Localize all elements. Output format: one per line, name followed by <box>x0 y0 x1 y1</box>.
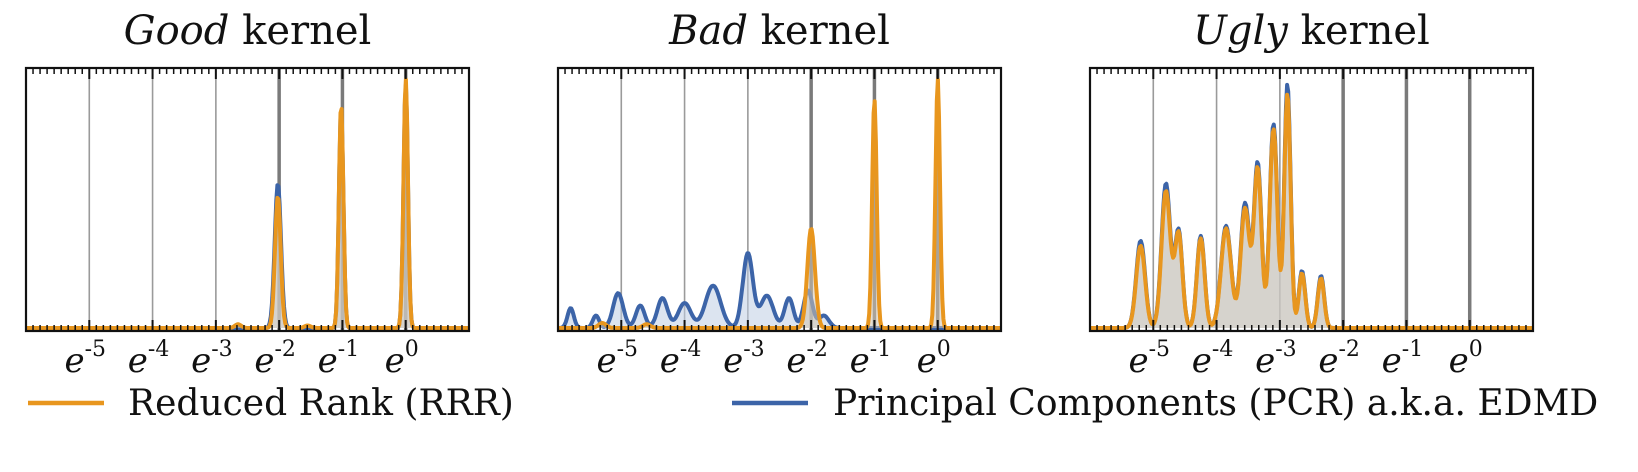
tick-label-exponent: 0 <box>405 337 419 362</box>
tick-label-base: e <box>1318 341 1338 381</box>
tick-label-base: e <box>128 341 148 381</box>
tick-label-exponent: -5 <box>617 337 638 362</box>
chart-title: Ugly kernel <box>1193 8 1430 54</box>
tick-label: e-5 <box>65 337 107 381</box>
tick-label: e-1 <box>318 337 360 381</box>
tick-label-exponent: -5 <box>85 337 106 362</box>
rrr-line <box>558 77 1001 330</box>
tick-label: e-4 <box>1192 337 1234 381</box>
pcr-line <box>1090 82 1533 330</box>
tick-label-base: e <box>917 341 937 381</box>
series-group <box>26 77 469 330</box>
rrr-area <box>1090 94 1533 328</box>
tick-label: e-2 <box>254 337 296 381</box>
chart-title-emphasis: Good <box>124 8 230 54</box>
tick-label-exponent: -3 <box>211 337 232 362</box>
series-group <box>1090 82 1533 330</box>
tick-label-base: e <box>1129 341 1149 381</box>
tick-label: e0 <box>1449 337 1483 381</box>
tick-label-exponent: 0 <box>937 337 951 362</box>
chart-title-rest: kernel <box>1288 8 1430 54</box>
rrr-line <box>26 77 469 330</box>
plot-frame <box>556 66 1003 333</box>
tick-label: e-5 <box>597 337 639 381</box>
tick-label: e0 <box>917 337 951 381</box>
tick-label-base: e <box>786 341 806 381</box>
legend: Reduced Rank (RRR) Principal Components (… <box>28 383 1598 424</box>
tick-label-base: e <box>254 341 274 381</box>
tick-label-exponent: -2 <box>1338 337 1359 362</box>
chart-title-rest: kernel <box>748 8 890 54</box>
series-group <box>558 77 1001 330</box>
rrr-line <box>1090 92 1533 330</box>
tick-label-exponent: -1 <box>870 337 891 362</box>
tick-label: e-2 <box>1318 337 1360 381</box>
tick-label: e-3 <box>1255 337 1297 381</box>
tick-label-base: e <box>191 341 211 381</box>
chart-title: Good kernel <box>124 8 372 54</box>
tick-label-base: e <box>850 341 870 381</box>
tick-label-exponent: -2 <box>274 337 295 362</box>
tick-label: e0 <box>385 337 419 381</box>
tick-label-base: e <box>1382 341 1402 381</box>
tick-label-exponent: -1 <box>1402 337 1423 362</box>
tick-label: e-1 <box>1382 337 1424 381</box>
tick-label: e-3 <box>191 337 233 381</box>
tick-label: e-1 <box>850 337 892 381</box>
tick-label-exponent: -4 <box>680 337 701 362</box>
tick-label-exponent: -5 <box>1149 337 1170 362</box>
tick-label-exponent: -1 <box>338 337 359 362</box>
tick-label-base: e <box>1192 341 1212 381</box>
tick-label-exponent: 0 <box>1469 337 1483 362</box>
tick-label: e-4 <box>660 337 702 381</box>
tick-label-exponent: -3 <box>1275 337 1296 362</box>
tick-label-base: e <box>385 341 405 381</box>
tick-label-base: e <box>660 341 680 381</box>
tick-label-base: e <box>1255 341 1275 381</box>
chart-title-emphasis: Bad <box>668 8 748 54</box>
tick-label-exponent: -4 <box>148 337 169 362</box>
tick-label-exponent: -4 <box>1212 337 1233 362</box>
tick-label-base: e <box>723 341 743 381</box>
tick-label-base: e <box>318 341 338 381</box>
tick-label: e-5 <box>1129 337 1171 381</box>
plot-frame <box>1088 66 1535 333</box>
tick-label-base: e <box>1449 341 1469 381</box>
pcr-area <box>1090 84 1533 329</box>
tick-label: e-2 <box>786 337 828 381</box>
chart-title-rest: kernel <box>229 8 371 54</box>
tick-label-exponent: -2 <box>806 337 827 362</box>
plot-frame <box>24 66 471 333</box>
legend-label-2: Principal Components (PCR) a.k.a. EDMD <box>833 383 1598 424</box>
tick-label: e-3 <box>723 337 765 381</box>
tick-label: e-4 <box>128 337 170 381</box>
legend-label-1: Reduced Rank (RRR) <box>128 383 514 424</box>
tick-label-base: e <box>597 341 617 381</box>
chart-title-emphasis: Ugly <box>1193 8 1289 54</box>
chart-title: Bad kernel <box>668 8 890 54</box>
tick-label-base: e <box>65 341 85 381</box>
tick-label-exponent: -3 <box>743 337 764 362</box>
